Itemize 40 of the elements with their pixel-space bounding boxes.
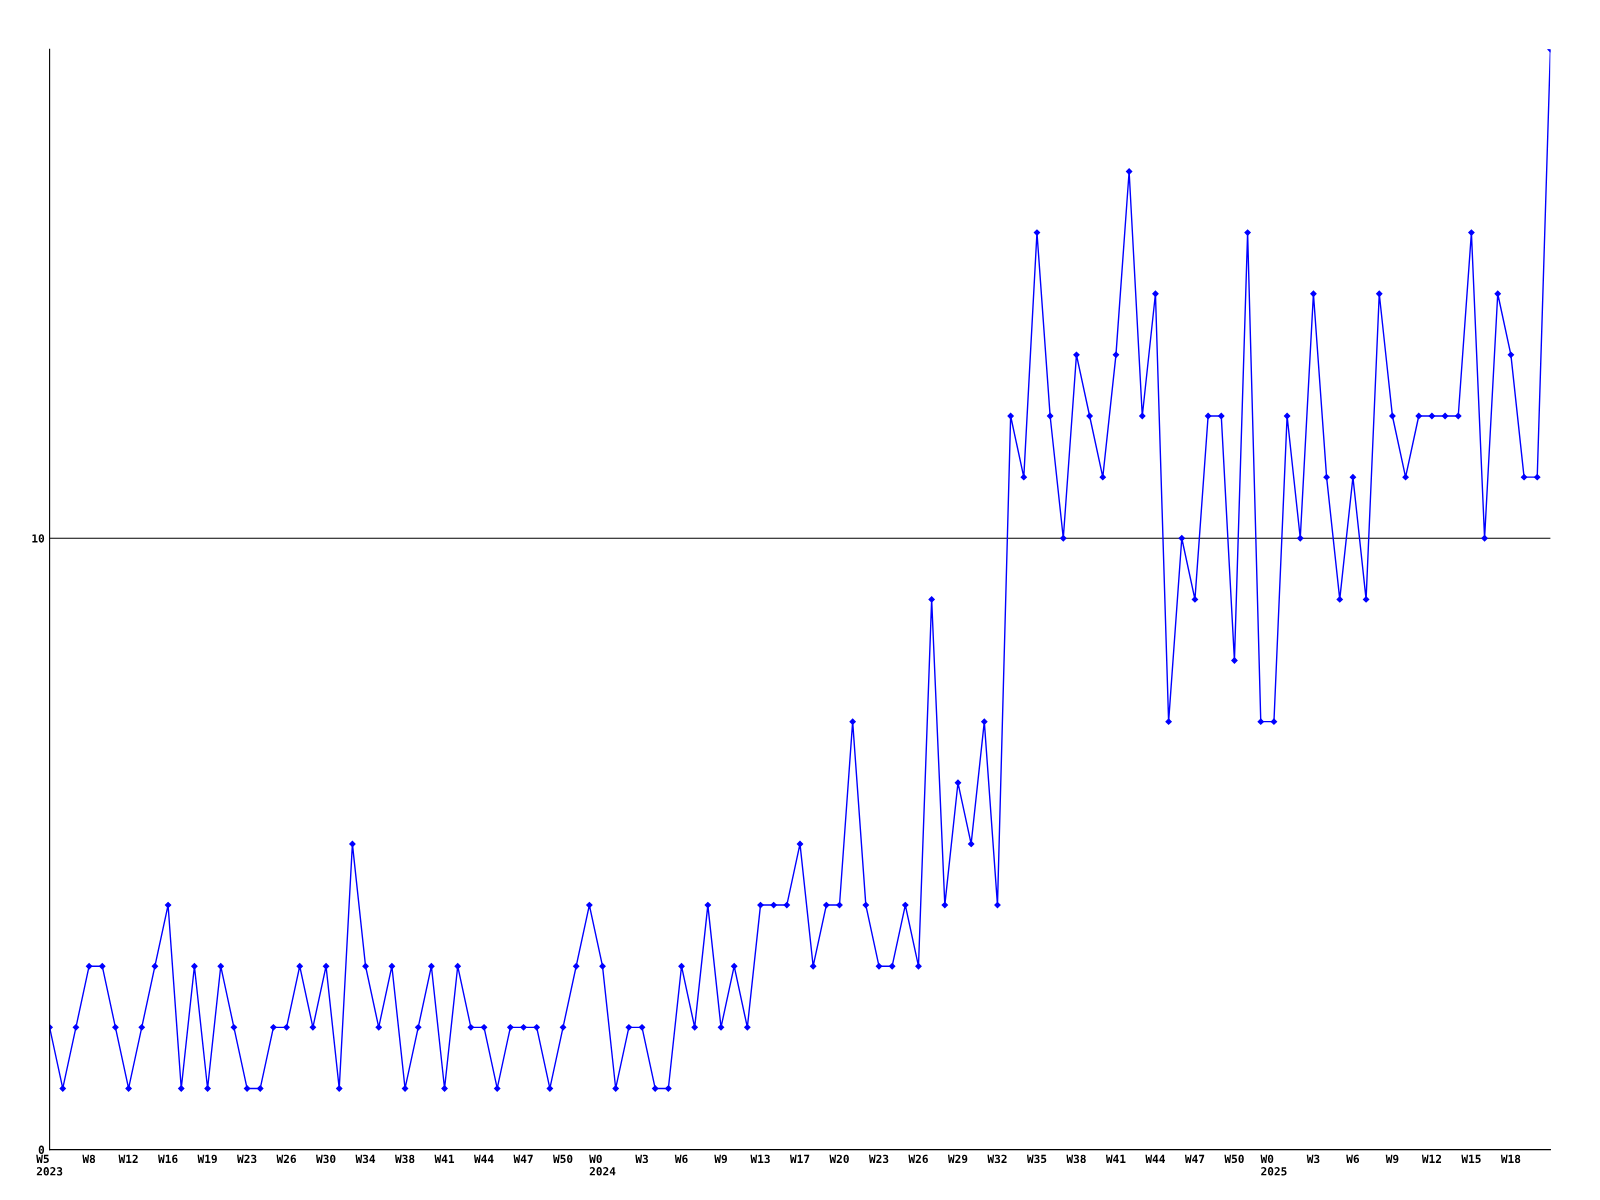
x-tick-label: W3 — [635, 1154, 648, 1164]
x-tick-label: W34 — [355, 1154, 376, 1164]
x-tick-label: W26 — [908, 1154, 928, 1164]
x-tick-label: W38 — [395, 1154, 415, 1164]
y-tick-label: 0 — [38, 1145, 45, 1154]
x-tick-label: W18 — [1500, 1154, 1521, 1164]
x-tick-label: W23 — [868, 1154, 889, 1164]
x-tick-label: W9 — [1385, 1154, 1399, 1164]
x-tick-label: W12 — [118, 1154, 138, 1163]
x-tick-label: W0 2025 — [1260, 1154, 1287, 1176]
x-tick-label: W16 — [158, 1154, 178, 1164]
x-tick-label: W20 — [829, 1154, 849, 1164]
x-tick-label: W47 — [1184, 1154, 1205, 1163]
x-tick-label: W8 — [82, 1154, 96, 1164]
x-tick-label: W9 — [714, 1154, 727, 1164]
x-tick-label: W15 — [1461, 1154, 1481, 1164]
x-tick-label: W0 2024 — [589, 1154, 616, 1176]
x-tick-label: W29 — [947, 1154, 968, 1164]
x-tick-label: W6 — [674, 1154, 688, 1164]
x-tick-label: W17 — [789, 1154, 810, 1163]
x-tick-label: W41 — [434, 1154, 455, 1163]
x-tick-label: W5 2023 — [36, 1154, 63, 1176]
x-tick-label: W41 — [1105, 1154, 1126, 1163]
x-tick-label: W50 — [1224, 1154, 1244, 1164]
x-tick-label: W13 — [750, 1154, 770, 1164]
x-tick-label: W23 — [237, 1154, 257, 1164]
x-tick-label: W50 — [553, 1154, 573, 1164]
x-tick-label: W12 — [1421, 1154, 1442, 1163]
x-tick-label: W44 — [474, 1154, 494, 1163]
x-tick-label: W19 — [197, 1154, 217, 1164]
x-tick-label: W30 — [316, 1154, 336, 1164]
x-tick-label: W32 — [987, 1154, 1007, 1164]
x-tick-label: W44 — [1145, 1154, 1165, 1163]
x-tick-label: W3 — [1306, 1154, 1320, 1164]
x-tick-label: W38 — [1066, 1154, 1086, 1164]
x-tick-label: W35 — [1026, 1154, 1047, 1164]
x-tick-label: W6 — [1346, 1154, 1360, 1164]
y-tick-label: 10 — [32, 534, 45, 543]
x-tick-label: W47 — [513, 1154, 533, 1163]
x-tick-label: W26 — [276, 1154, 296, 1164]
